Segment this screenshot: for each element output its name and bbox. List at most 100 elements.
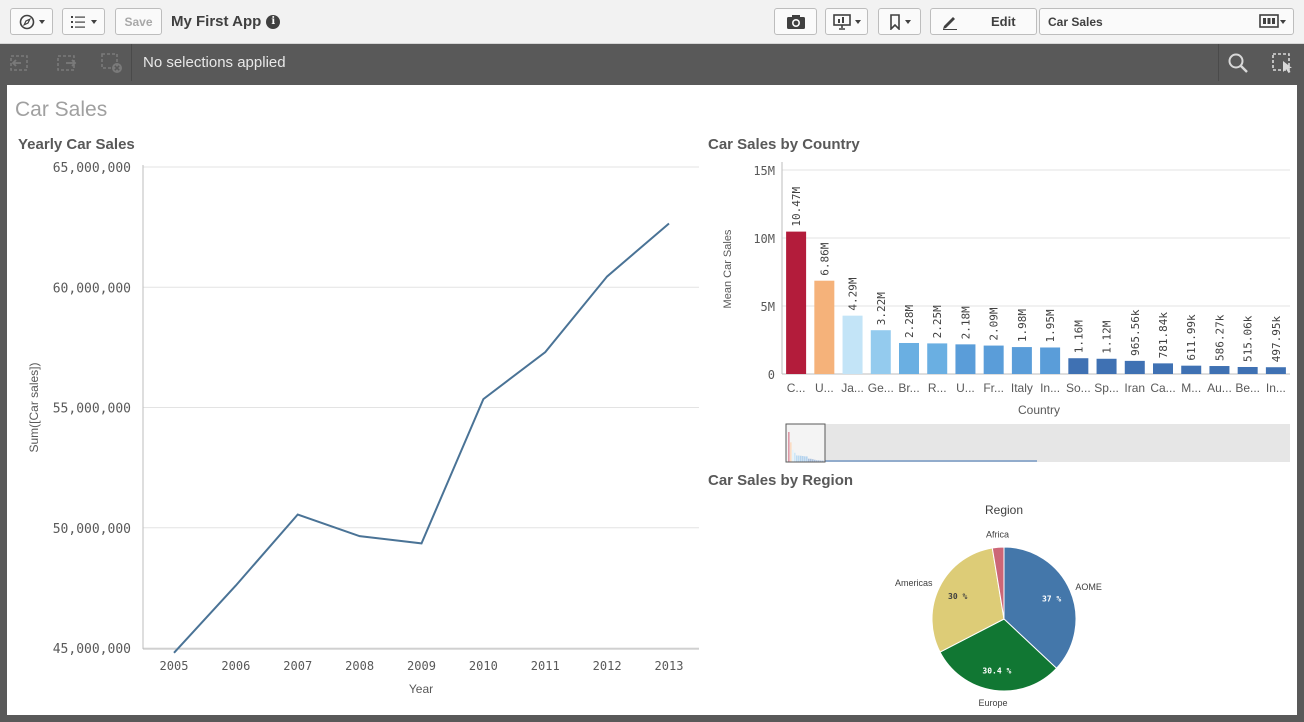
x-tick-label: 2012	[593, 659, 622, 673]
pie-slice-label: AOME	[1075, 582, 1102, 592]
bar-data-label: 1.95M	[1044, 309, 1057, 342]
selections-bar: No selections applied	[0, 44, 1304, 81]
search-icon[interactable]	[1227, 52, 1249, 74]
pie-slice-percent: 37 %	[1042, 594, 1061, 603]
bar-data-label: 1.12M	[1101, 320, 1114, 353]
x-axis-title: Year	[409, 682, 433, 696]
step-back-icon[interactable]	[9, 52, 31, 74]
x-tick-label: 2005	[160, 659, 189, 673]
global-menu-button[interactable]	[62, 8, 105, 35]
bar	[786, 231, 807, 374]
x-tick-label: Ca...	[1150, 381, 1175, 395]
bar-data-label: 2.18M	[959, 306, 972, 339]
sheet-name: Car Sales	[1048, 15, 1103, 29]
yearly-car-sales-line-chart[interactable]: 45,000,000 50,000,000 55,000,000 60,000,000…	[7, 155, 707, 705]
save-button[interactable]: Save	[115, 8, 162, 35]
scroll-navigator	[786, 424, 1290, 462]
navigation-menu-button[interactable]	[10, 8, 53, 35]
x-tick-label: Sp...	[1094, 381, 1119, 395]
car-sales-by-country-bar-chart[interactable]: 0 5M 10M 15M 10.47M C... 6.86M U... 4.29M Ja... 3.…	[707, 155, 1297, 465]
x-tick-label: Ge...	[868, 381, 894, 395]
selections-tool-icon[interactable]	[1272, 52, 1294, 74]
x-tick-label: Iran	[1124, 381, 1145, 395]
bar	[899, 342, 919, 374]
x-tick-label: M...	[1181, 381, 1201, 395]
snapshot-button[interactable]	[774, 8, 817, 35]
pie-slice	[939, 618, 1058, 692]
y-axis-title: Sum([Car sales])	[27, 362, 41, 452]
bookmarks-button[interactable]	[878, 8, 921, 35]
app-title: My First App i	[171, 13, 281, 30]
chevron-down-icon	[854, 19, 861, 24]
x-tick-label: 2006	[221, 659, 250, 673]
bar-data-label: 1.98M	[1016, 309, 1029, 342]
top-toolbar: Save My First App i Edit Car Sales	[0, 0, 1304, 44]
bar	[1209, 366, 1230, 374]
pie-slice-label: Africa	[986, 529, 1009, 539]
selections-divider	[131, 44, 132, 81]
bar	[1011, 347, 1032, 374]
x-tick-label: Be...	[1235, 381, 1260, 395]
bar-data-label: 965.56k	[1129, 309, 1142, 356]
x-tick-label: 2011	[531, 659, 560, 673]
x-tick-label: C...	[787, 381, 806, 395]
bar-data-label: 3.22M	[875, 292, 888, 325]
chevron-down-icon	[1280, 20, 1286, 24]
y-tick-label: 65,000,000	[53, 161, 131, 176]
bar-data-label: 781.84k	[1157, 312, 1170, 359]
y-axis-title: Mean Car Sales	[722, 229, 734, 308]
y-tick-label: 50,000,000	[53, 522, 131, 537]
bar	[1040, 347, 1061, 374]
presentation-button[interactable]	[825, 8, 868, 35]
edit-button[interactable]: Edit	[930, 8, 1037, 35]
x-tick-label: So...	[1066, 381, 1091, 395]
car-sales-by-region-pie-chart[interactable]: Region 37 % AOME 30.4 % Europe 30 % Americas Af…	[707, 493, 1297, 715]
bar	[1237, 366, 1258, 374]
x-tick-label: 2013	[655, 659, 684, 673]
bar	[1068, 358, 1089, 374]
bar-data-label: 2.28M	[903, 305, 916, 338]
x-tick-label: U...	[956, 381, 975, 395]
bar	[983, 345, 1004, 374]
list-icon	[70, 15, 87, 29]
bar-data-label: 1.16M	[1072, 320, 1085, 353]
app-title-text: My First App	[171, 13, 262, 30]
x-tick-label: Br...	[898, 381, 919, 395]
selections-status: No selections applied	[143, 54, 286, 71]
bar	[1181, 365, 1202, 374]
bar-data-label: 4.29M	[847, 277, 860, 310]
bar-data-label: 515.06k	[1242, 315, 1255, 362]
chevron-down-icon	[38, 19, 45, 24]
x-tick-label: R...	[928, 381, 947, 395]
bar-data-label: 497.95k	[1270, 315, 1283, 362]
info-icon[interactable]: i	[266, 14, 281, 29]
y-tick-label: 15M	[753, 164, 775, 178]
y-tick-label: 60,000,000	[53, 281, 131, 296]
chevron-down-icon	[90, 19, 97, 24]
sheet-selector[interactable]: Car Sales	[1039, 8, 1294, 35]
bar	[1096, 358, 1117, 374]
bar	[870, 330, 891, 374]
chevron-down-icon	[904, 19, 911, 24]
x-tick-label: 2008	[345, 659, 374, 673]
scroll-navigator-handle	[785, 423, 826, 463]
bar-data-label: 6.86M	[818, 242, 831, 275]
series-line	[173, 222, 670, 654]
clear-all-selections-icon[interactable]	[101, 52, 123, 74]
step-forward-icon[interactable]	[56, 52, 78, 74]
bar-data-label: 10.47M	[790, 186, 803, 226]
bar	[814, 280, 835, 374]
compass-icon	[19, 14, 35, 30]
x-tick-label: 2010	[469, 659, 498, 673]
pie-title: Region	[985, 503, 1023, 517]
y-tick-label: 5M	[761, 300, 775, 314]
bar	[955, 344, 976, 374]
sheet-title: Car Sales	[15, 98, 108, 121]
pie-slice	[931, 547, 1005, 653]
x-axis-title: Country	[1018, 403, 1060, 417]
pie-slice-percent: 30 %	[948, 592, 967, 601]
pie-chart-title: Car Sales by Region	[708, 472, 854, 489]
bar	[927, 343, 948, 374]
x-tick-label: Ja...	[841, 381, 864, 395]
x-tick-label: In...	[1266, 381, 1286, 395]
